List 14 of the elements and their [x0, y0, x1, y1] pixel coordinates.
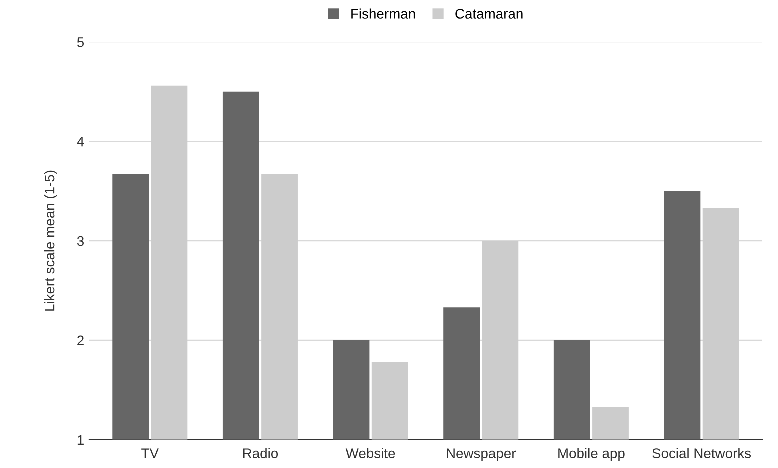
legend-label: Catamaran [456, 9, 523, 19]
y-tick-label: 3 [77, 236, 84, 246]
y-tick-label: 4 [77, 137, 84, 147]
y-axis-title: Likert scale mean (1-5) [44, 170, 58, 311]
x-tick-label: Website [346, 448, 396, 458]
x-tick-label: Social Networks [652, 448, 752, 458]
x-tick-label: TV [142, 448, 159, 458]
legend-label: Fisherman [352, 8, 416, 19]
y-tick-label: 5 [77, 38, 84, 48]
x-tick-label: Newspaper [447, 448, 516, 462]
y-tick-label: 1 [78, 435, 84, 445]
x-tick-label: Mobile app [558, 448, 625, 462]
x-tick-label: Radio [243, 448, 278, 458]
y-tick-label: 2 [78, 336, 84, 346]
